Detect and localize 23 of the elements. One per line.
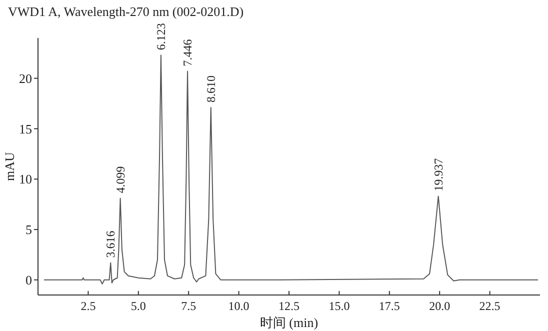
x-tick-label: 5.0 [130, 299, 146, 313]
y-tick-label: 20 [19, 70, 32, 86]
x-tick-label: 12.5 [278, 299, 300, 313]
x-tick-label: 22.5 [479, 299, 500, 313]
x-tick-label: 17.5 [378, 299, 400, 313]
y-tick-label: 15 [19, 121, 32, 136]
annotation: 7.446 [180, 39, 195, 66]
x-axis-title: 时间 (min) [260, 315, 318, 330]
y-tick-label: 0 [26, 272, 32, 288]
annotation: 3.616 [104, 230, 118, 258]
annotation: 19.937 [431, 158, 446, 192]
x-tick-label: 15.0 [328, 299, 350, 313]
x-tick-label: 20.0 [429, 299, 450, 313]
annotation: 6.123 [154, 23, 168, 50]
chart-title: VWD1 A, Wavelength-270 nm (002-0201.D) [8, 4, 244, 19]
x-tick-label: 10.0 [228, 299, 250, 313]
x-tick-label: 2.5 [80, 299, 96, 313]
annotation: 8.610 [204, 76, 218, 103]
y-tick-label: 5 [26, 222, 32, 238]
y-tick-label: 10 [19, 172, 32, 187]
x-tick-label: 7.5 [181, 299, 196, 313]
y-axis-title: mAU [2, 151, 17, 181]
annotation: 4.099 [113, 166, 128, 194]
